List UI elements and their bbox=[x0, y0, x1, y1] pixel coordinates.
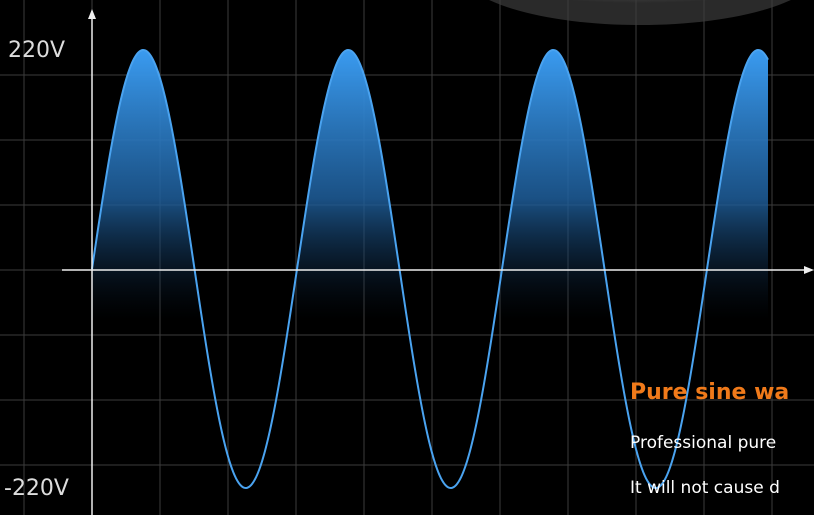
caption-line: Professional pure bbox=[630, 433, 777, 453]
x-axis-arrow bbox=[804, 266, 814, 274]
caption-line: It will not cause d bbox=[630, 478, 780, 498]
y-axis-arrow bbox=[88, 9, 96, 19]
device-image bbox=[489, 0, 791, 25]
wave-line bbox=[91, 49, 769, 489]
caption-title: Pure sine wa bbox=[630, 380, 790, 405]
axis-label-bottom: -220V bbox=[4, 476, 69, 501]
axis-label-top: 220V bbox=[8, 38, 66, 63]
wave-fill bbox=[92, 50, 768, 320]
